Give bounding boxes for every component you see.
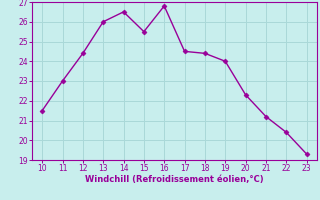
X-axis label: Windchill (Refroidissement éolien,°C): Windchill (Refroidissement éolien,°C) [85,175,264,184]
